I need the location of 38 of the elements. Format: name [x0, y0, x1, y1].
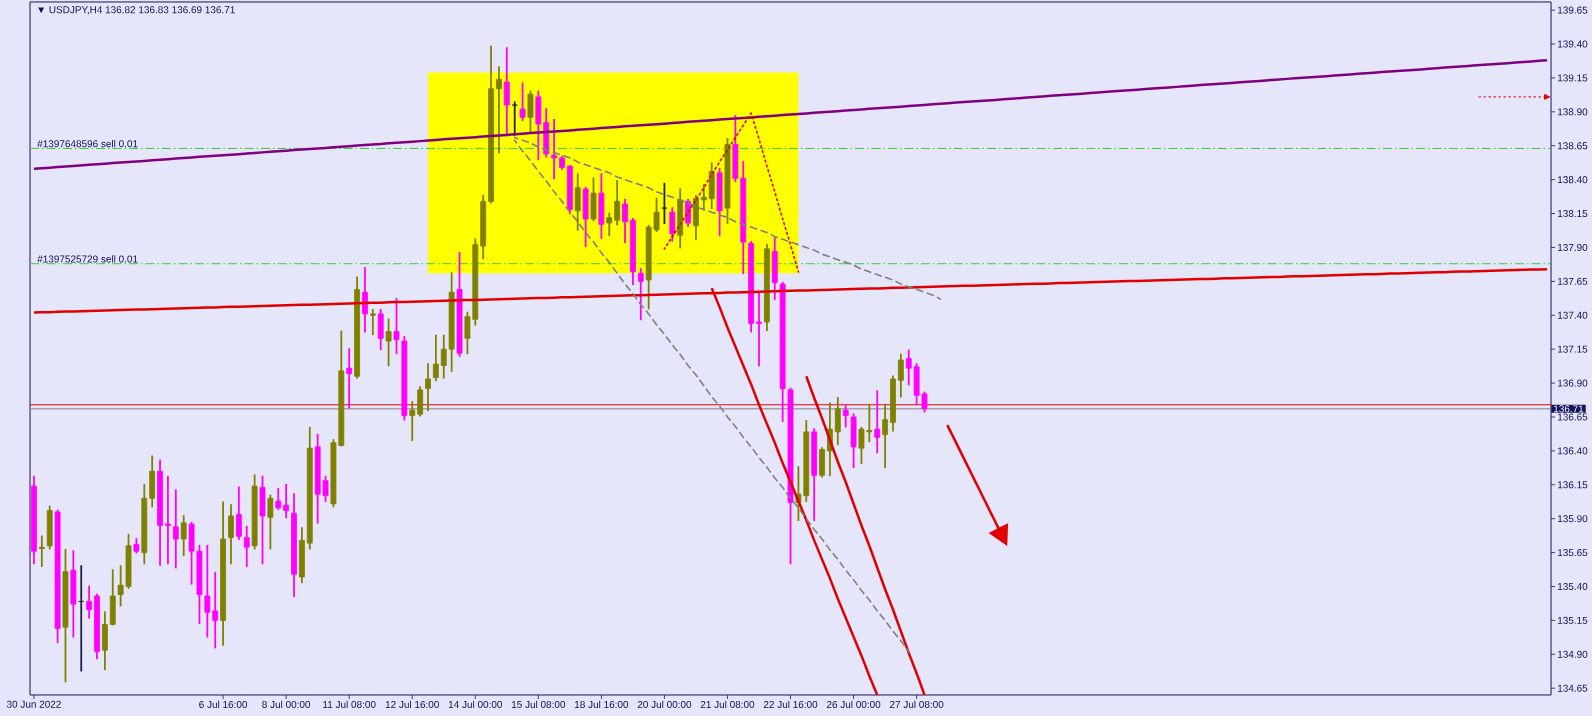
y-tick-label: 138.90 — [1558, 108, 1588, 116]
y-tick-label: 138.40 — [1558, 176, 1588, 184]
ref-line-label: 136.71 — [1554, 405, 1584, 413]
y-tick-label: 139.65 — [1558, 6, 1588, 14]
y-tick-label: 135.15 — [1558, 616, 1588, 624]
y-tick-label: 137.65 — [1558, 277, 1588, 285]
x-tick-label: 18 Jul 16:00 — [575, 700, 629, 708]
y-tick-label: 138.65 — [1558, 142, 1588, 150]
x-tick-label: 30 Jun 2022 — [6, 700, 61, 708]
x-tick-label: 20 Jul 00:00 — [637, 700, 692, 708]
y-tick-label: 136.90 — [1558, 379, 1588, 387]
ref-line-label: #1397648596 sell 0.01 — [37, 139, 138, 148]
y-tick-label: 139.40 — [1558, 40, 1588, 48]
y-tick-label: 134.90 — [1558, 650, 1588, 658]
y-tick-label: 137.40 — [1558, 311, 1588, 319]
y-tick-label: 139.15 — [1558, 74, 1588, 82]
x-tick-label: 22 Jul 16:00 — [763, 700, 818, 708]
x-tick-label: 15 Jul 08:00 — [511, 700, 566, 708]
x-tick-label: 11 Jul 08:00 — [323, 700, 376, 708]
x-tick-label: 12 Jul 16:00 — [385, 700, 439, 708]
y-tick-label: 136.40 — [1558, 447, 1588, 455]
ref-line-label: #1397525729 sell 0.01 — [37, 255, 138, 263]
x-tick-label: 6 Jul 16:00 — [199, 700, 248, 708]
y-tick-label: 135.90 — [1558, 515, 1588, 523]
x-tick-label: 27 Jul 08:00 — [889, 700, 944, 708]
y-tick-label: 134.65 — [1558, 684, 1588, 692]
y-tick-label: 137.15 — [1558, 345, 1588, 353]
x-tick-label: 14 Jul 00:00 — [448, 700, 503, 708]
y-tick-label: 135.40 — [1558, 582, 1588, 591]
x-tick-label: 21 Jul 08:00 — [700, 700, 755, 708]
y-tick-label: 136.15 — [1558, 481, 1588, 489]
y-tick-label: 136.65 — [1558, 413, 1588, 421]
y-tick-label: 138.15 — [1558, 210, 1588, 218]
x-tick-label: 8 Jul 00:00 — [262, 700, 311, 708]
x-tick-label: 26 Jul 00:00 — [826, 700, 881, 708]
y-tick-label: 135.65 — [1558, 549, 1588, 557]
chart-title: ▼ USDJPY,H4 136.82 136.83 136.69 136.71 — [38, 6, 235, 15]
y-tick-label: 137.90 — [1558, 243, 1588, 251]
